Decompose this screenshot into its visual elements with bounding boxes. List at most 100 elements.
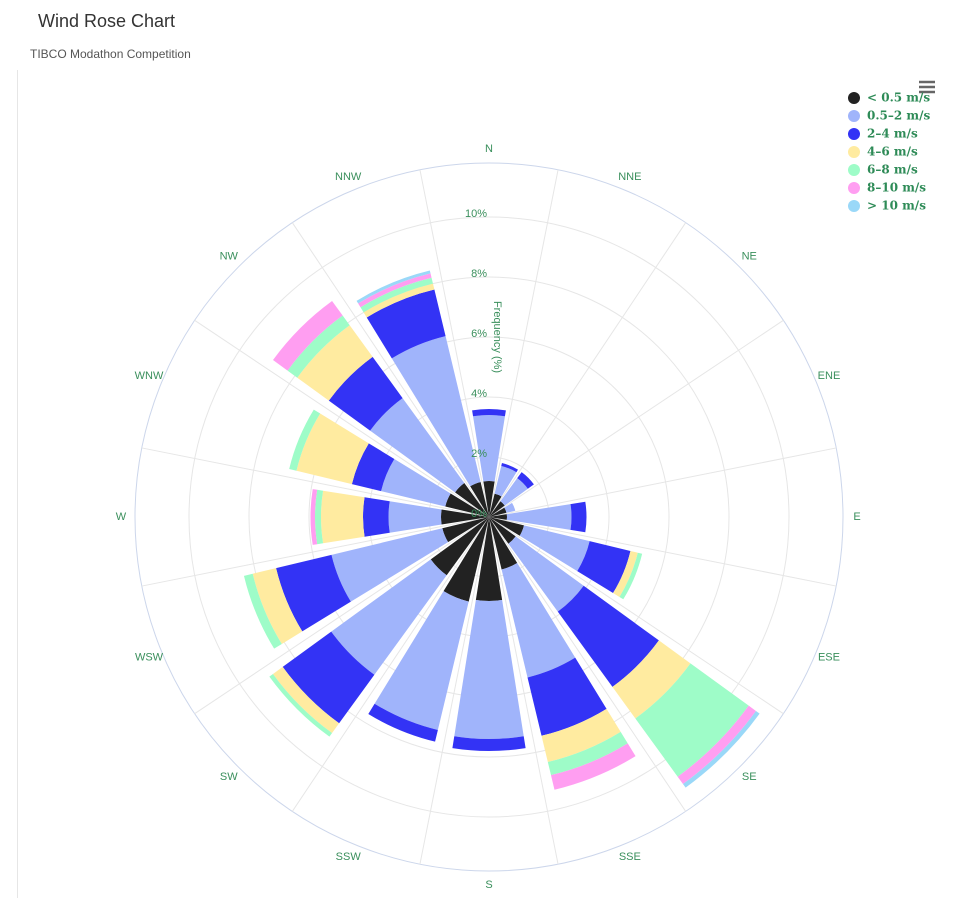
bar-segment bbox=[517, 472, 534, 489]
bar-segment bbox=[570, 501, 587, 533]
menu-button[interactable] bbox=[916, 78, 938, 98]
bar-segment bbox=[443, 517, 489, 602]
bar-segment bbox=[331, 528, 449, 602]
legend-label: > 10 m/s bbox=[867, 199, 926, 213]
bar-segment bbox=[370, 398, 465, 493]
bar-segment bbox=[501, 563, 576, 678]
category-label: SW bbox=[220, 771, 238, 783]
category-label: E bbox=[853, 511, 860, 523]
bar-segment bbox=[489, 517, 518, 570]
legend: < 0.5 m/s 0.5–2 m/s 2–4 m/s 4–6 m/s 6–8 m/s 8… bbox=[848, 91, 930, 213]
y-tick-label: 6% bbox=[471, 328, 487, 340]
bar-segment bbox=[388, 501, 442, 533]
bar-segment bbox=[612, 640, 691, 719]
bar-segment bbox=[504, 502, 516, 513]
y-tick-label: 8% bbox=[471, 268, 487, 280]
legend-symbol bbox=[848, 110, 860, 122]
legend-label: < 0.5 m/s bbox=[867, 91, 930, 105]
spoke bbox=[488, 516, 784, 715]
y-tick-label: 4% bbox=[471, 388, 487, 400]
legend-label: 8–10 m/s bbox=[867, 181, 926, 195]
y-tick-label: 0% bbox=[471, 508, 487, 520]
bar-segment bbox=[470, 481, 489, 517]
bar-segment bbox=[475, 517, 503, 601]
y-tick-label: 10% bbox=[465, 208, 487, 220]
bar-segment bbox=[635, 663, 749, 777]
bar-segment bbox=[391, 336, 481, 487]
bar-segment bbox=[331, 559, 447, 675]
spoke bbox=[488, 447, 837, 518]
bar-segment bbox=[269, 673, 333, 737]
outer-circle bbox=[134, 162, 844, 872]
bar-segment bbox=[328, 356, 403, 431]
bar-segment bbox=[252, 568, 303, 644]
bar-segment bbox=[287, 315, 350, 378]
bar-segment bbox=[297, 325, 373, 401]
category-label: WSW bbox=[135, 652, 164, 664]
y-axis-title: Frequency (%) bbox=[491, 301, 503, 373]
bar-segment bbox=[360, 277, 433, 313]
bar-segment bbox=[489, 493, 502, 517]
y-tick-label: 2% bbox=[471, 448, 487, 460]
spoke bbox=[141, 447, 490, 518]
bar-segment bbox=[454, 599, 524, 739]
legend-label: 0.5–2 m/s bbox=[867, 109, 930, 123]
bar-segment bbox=[506, 504, 572, 530]
bar-segment bbox=[547, 731, 628, 776]
bar-segment bbox=[363, 283, 435, 318]
spoke bbox=[488, 319, 784, 518]
spoke bbox=[488, 169, 559, 518]
bar-segment bbox=[489, 517, 525, 536]
bar-segment bbox=[613, 550, 638, 597]
spoke bbox=[291, 516, 490, 812]
bar-segment bbox=[541, 708, 621, 763]
bar-segment bbox=[557, 585, 659, 687]
bar-segment bbox=[272, 300, 343, 371]
bar-segment bbox=[368, 703, 438, 742]
category-label: NE bbox=[742, 251, 757, 263]
spoke bbox=[488, 222, 687, 518]
bar-segment bbox=[677, 705, 756, 784]
bar-segment bbox=[430, 517, 489, 576]
chart-subtitle: TIBCO Modathon Competition bbox=[30, 47, 191, 61]
bar-segment bbox=[445, 493, 489, 517]
bar-segment bbox=[442, 517, 489, 543]
bar-segment bbox=[501, 463, 518, 473]
bar-segment bbox=[366, 289, 446, 359]
category-label: W bbox=[116, 511, 127, 523]
bar-segment bbox=[489, 517, 516, 544]
bar-segment bbox=[441, 509, 489, 525]
labels: N NNE NE ENE E ESE SE SSE S SSW SW WSW W WNW NW NNW 0% 2%… bbox=[116, 143, 861, 891]
spoke bbox=[194, 516, 490, 715]
category-label: NW bbox=[220, 251, 239, 263]
bar-segment bbox=[455, 483, 489, 517]
category-label: N bbox=[485, 143, 493, 155]
legend-symbol bbox=[848, 164, 860, 176]
bar-segment bbox=[296, 413, 369, 485]
bar-segment bbox=[356, 270, 431, 304]
bar-segment bbox=[619, 552, 643, 600]
bar-segment bbox=[489, 514, 507, 520]
legend-label: 6–8 m/s bbox=[867, 163, 918, 177]
bar-segment bbox=[310, 489, 318, 545]
bar-segment bbox=[494, 465, 517, 497]
bar-segment bbox=[272, 666, 340, 734]
bar-segment bbox=[358, 273, 432, 308]
legend-symbol bbox=[848, 92, 860, 104]
bar-segment bbox=[351, 443, 395, 492]
bar-segment bbox=[243, 573, 282, 649]
bar-segment bbox=[682, 710, 760, 788]
bar-segment bbox=[519, 525, 590, 572]
category-label: SSW bbox=[336, 851, 362, 863]
category-label: SE bbox=[742, 771, 757, 783]
spoke bbox=[419, 516, 490, 865]
legend-label: 4–6 m/s bbox=[867, 145, 918, 159]
category-label: S bbox=[485, 879, 492, 891]
bar-segment bbox=[289, 409, 321, 471]
bars bbox=[243, 270, 760, 790]
bar-segment bbox=[374, 591, 469, 730]
spoke bbox=[488, 516, 837, 587]
category-label: WNW bbox=[135, 370, 164, 382]
bar-segment bbox=[452, 736, 526, 751]
